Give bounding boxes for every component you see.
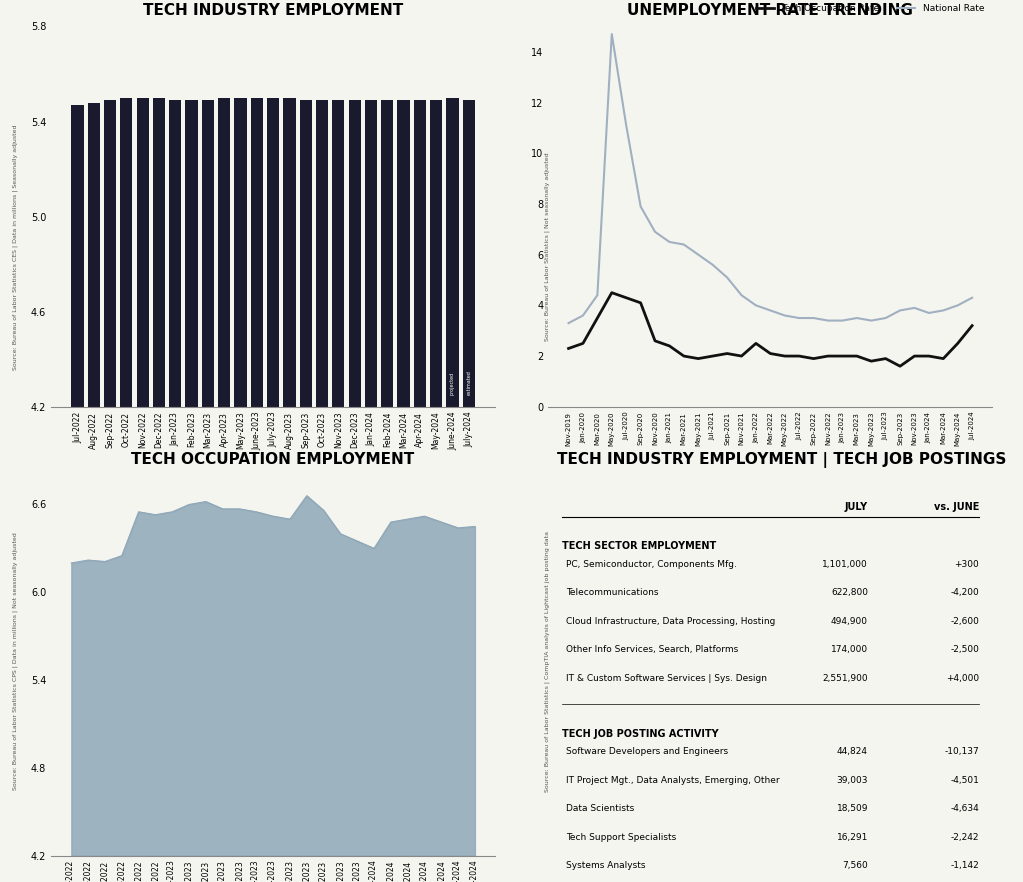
Text: projected: projected: [450, 371, 455, 395]
Text: -2,500: -2,500: [950, 646, 979, 654]
Bar: [136, 98, 148, 882]
Text: Tech Support Specialists: Tech Support Specialists: [566, 833, 676, 841]
Bar: [316, 101, 328, 882]
Text: 622,800: 622,800: [831, 588, 868, 597]
Text: 39,003: 39,003: [837, 775, 868, 785]
Text: -4,634: -4,634: [950, 804, 979, 813]
Text: IT Project Mgt., Data Analysts, Emerging, Other: IT Project Mgt., Data Analysts, Emerging…: [566, 775, 780, 785]
Bar: [251, 98, 263, 882]
Text: TECH SECTOR EMPLOYMENT: TECH SECTOR EMPLOYMENT: [562, 542, 716, 551]
Bar: [382, 101, 394, 882]
Bar: [300, 101, 312, 882]
Text: Software Developers and Engineers: Software Developers and Engineers: [566, 747, 728, 756]
Title: TECH OCCUPATION EMPLOYMENT: TECH OCCUPATION EMPLOYMENT: [132, 452, 414, 467]
Bar: [398, 101, 409, 882]
Text: vs. JUNE: vs. JUNE: [934, 502, 979, 512]
Text: 174,000: 174,000: [831, 646, 868, 654]
Bar: [430, 101, 442, 882]
Bar: [234, 98, 247, 882]
Text: TECH INDUSTRY EMPLOYMENT | TECH JOB POSTINGS: TECH INDUSTRY EMPLOYMENT | TECH JOB POST…: [558, 452, 1007, 468]
Text: estimated: estimated: [466, 370, 472, 395]
Text: IT & Custom Software Services | Sys. Design: IT & Custom Software Services | Sys. Des…: [566, 674, 767, 683]
Text: -1,142: -1,142: [950, 861, 979, 871]
Text: 1,101,000: 1,101,000: [822, 560, 868, 569]
Text: -4,200: -4,200: [950, 588, 979, 597]
Bar: [332, 101, 345, 882]
Text: -2,242: -2,242: [950, 833, 979, 841]
Bar: [121, 98, 132, 882]
Bar: [152, 98, 165, 882]
Bar: [413, 101, 426, 882]
Bar: [202, 101, 214, 882]
Text: -4,501: -4,501: [950, 775, 979, 785]
Text: Systems Analysts: Systems Analysts: [566, 861, 646, 871]
Text: JULY: JULY: [845, 502, 868, 512]
Bar: [462, 101, 475, 882]
Title: TECH INDUSTRY EMPLOYMENT: TECH INDUSTRY EMPLOYMENT: [143, 4, 403, 19]
Text: 16,291: 16,291: [837, 833, 868, 841]
Bar: [104, 101, 117, 882]
Text: Source: Bureau of Labor Statistics | Not seasonally adjusted: Source: Bureau of Labor Statistics | Not…: [544, 153, 550, 341]
Text: Cloud Infrastructure, Data Processing, Hosting: Cloud Infrastructure, Data Processing, H…: [566, 617, 775, 626]
Bar: [349, 101, 361, 882]
Text: Source: Bureau of Labor Statistics CES | Data in millions | Seasonally adjusted: Source: Bureau of Labor Statistics CES |…: [12, 124, 18, 370]
Text: +4,000: +4,000: [946, 674, 979, 683]
Bar: [88, 102, 100, 882]
Text: 7,560: 7,560: [842, 861, 868, 871]
Bar: [185, 101, 197, 882]
Legend: Tech Occupation Rate, National Rate: Tech Occupation Rate, National Rate: [752, 1, 988, 17]
Text: TECH JOB POSTING ACTIVITY: TECH JOB POSTING ACTIVITY: [562, 729, 718, 738]
Text: -2,600: -2,600: [950, 617, 979, 626]
Text: Source: Bureau of Labor Statistics | CompTIA analysis of Lightcast job posting d: Source: Bureau of Labor Statistics | Com…: [544, 531, 550, 792]
Text: -10,137: -10,137: [944, 747, 979, 756]
Text: 18,509: 18,509: [837, 804, 868, 813]
Bar: [218, 98, 230, 882]
Text: +300: +300: [954, 560, 979, 569]
Text: PC, Semiconductor, Components Mfg.: PC, Semiconductor, Components Mfg.: [566, 560, 737, 569]
Bar: [72, 105, 84, 882]
Text: 494,900: 494,900: [831, 617, 868, 626]
Text: Data Scientists: Data Scientists: [566, 804, 634, 813]
Bar: [169, 101, 181, 882]
Text: Source: Bureau of Labor Statistics CPS | Data in millions | Not seasonally adjus: Source: Bureau of Labor Statistics CPS |…: [12, 533, 18, 790]
Text: Other Info Services, Search, Platforms: Other Info Services, Search, Platforms: [566, 646, 739, 654]
Title: UNEMPLOYMENT RATE TRENDING: UNEMPLOYMENT RATE TRENDING: [627, 4, 914, 19]
Bar: [365, 101, 377, 882]
Bar: [446, 98, 458, 882]
Text: Telecommunications: Telecommunications: [566, 588, 659, 597]
Bar: [283, 98, 296, 882]
Text: 44,824: 44,824: [837, 747, 868, 756]
Text: 2,551,900: 2,551,900: [822, 674, 868, 683]
Bar: [267, 98, 279, 882]
